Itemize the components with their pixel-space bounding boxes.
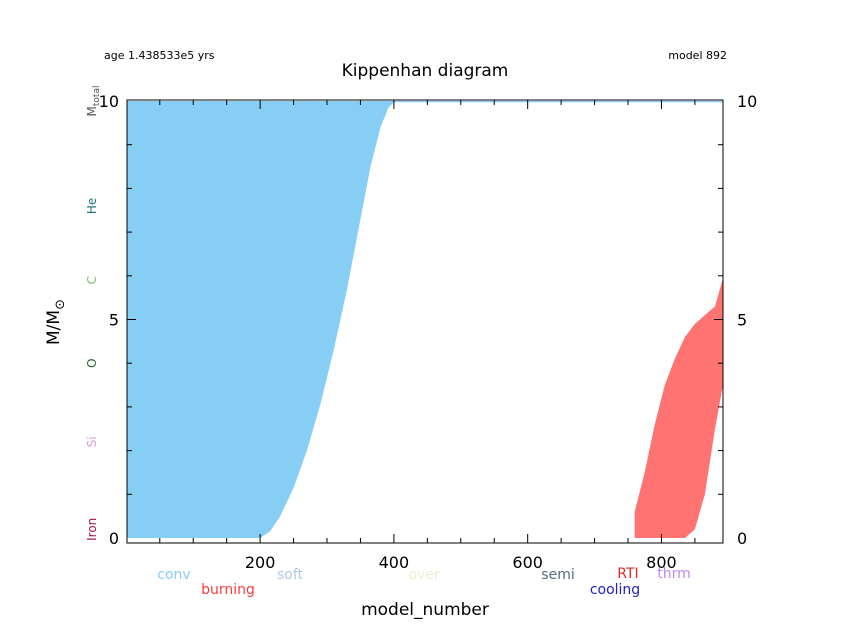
y-axis-label-main: M/M (44, 310, 64, 345)
y-axis-label: M/M⊙ (44, 299, 68, 345)
x-tick-label: 600 (512, 553, 543, 572)
region-conv (127, 101, 723, 538)
abundance-label-text: He (85, 198, 99, 214)
x-tick-label: 800 (646, 553, 677, 572)
legend-semi: semi (541, 567, 574, 583)
legend-conv: conv (157, 567, 190, 583)
model-label: model 892 (668, 49, 727, 62)
abundance-label-m: Mtotal (85, 86, 102, 117)
abundance-labels: Mtotal He C O Si Iron (85, 86, 102, 541)
axis-ticks: 200 400 600 800 0 5 10 0 5 10 (99, 92, 758, 572)
abundance-label-text: Iron (85, 518, 99, 541)
abundance-label-text: Si (85, 436, 99, 447)
abundance-label-text: Mtotal (85, 86, 102, 117)
x-tick-label: 200 (245, 553, 276, 572)
abundance-label-he: He (85, 198, 99, 214)
y-tick-label-right: 10 (737, 92, 757, 111)
plot-frame (126, 99, 724, 544)
x-axis-label: model_number (361, 600, 489, 620)
legend-burning: burning (201, 582, 255, 598)
abundance-label-o: O (85, 358, 99, 367)
abundance-label-iron: Iron (85, 518, 99, 541)
legend-thrm: thrm (657, 566, 691, 582)
y-tick-label-right: 5 (737, 311, 747, 330)
y-tick-label-left: 5 (109, 311, 119, 330)
y-tick-label-right: 0 (737, 529, 747, 548)
abundance-label-text: O (85, 358, 99, 367)
abundance-label-c: C (85, 276, 99, 284)
x-tick-label: 400 (379, 553, 410, 572)
y-tick-label-left: 0 (109, 529, 119, 548)
legend-cooling: cooling (590, 582, 640, 598)
chart-title: Kippenhan diagram (342, 61, 509, 81)
y-tick-label-left: 10 (99, 92, 119, 111)
abundance-label-si: Si (85, 436, 99, 447)
legend-RTI: RTI (617, 566, 638, 582)
legend-soft: soft (277, 567, 304, 583)
legend-over: over (408, 567, 439, 583)
y-axis-label-sub: ⊙ (53, 299, 68, 310)
region-burning (634, 278, 723, 538)
mixing-regions (127, 101, 723, 538)
age-label: age 1.438533e5 yrs (104, 49, 215, 62)
abundance-label-text: C (85, 276, 99, 284)
y-axis-label-group: M/M⊙ (44, 299, 68, 345)
